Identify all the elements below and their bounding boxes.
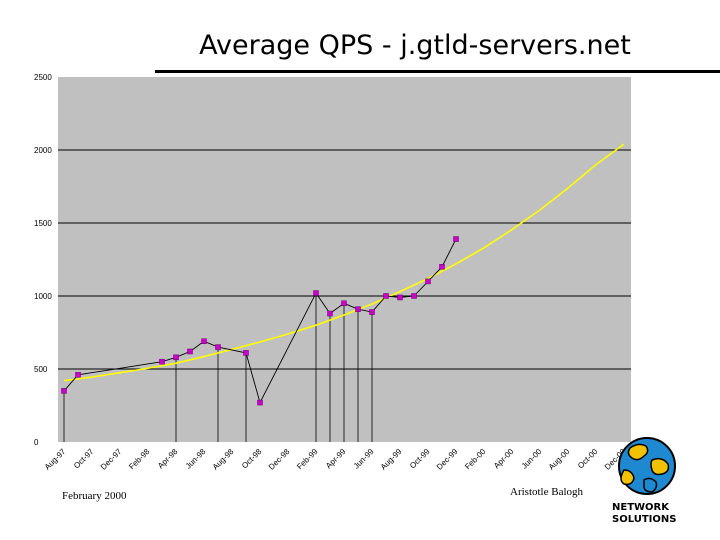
- x-tick-label: Oct-99: [408, 447, 432, 471]
- data-point: [215, 344, 221, 350]
- y-tick-label: 2000: [34, 146, 52, 155]
- x-tick-label: Dec-98: [267, 447, 292, 472]
- x-tick-label: Oct-97: [72, 447, 96, 471]
- y-tick-label: 0: [34, 438, 39, 447]
- logo-text-network: NETWORK: [612, 502, 670, 513]
- data-point: [61, 388, 67, 394]
- x-tick-label: Aug-99: [379, 447, 404, 472]
- data-point: [341, 300, 347, 307]
- plot-area: [58, 77, 631, 442]
- x-tick-label: Aug-98: [211, 447, 236, 472]
- x-tick-label: Jun-99: [352, 447, 376, 471]
- x-tick-label: Dec-97: [99, 447, 124, 472]
- globe-puzzle-icon: [618, 437, 676, 495]
- network-solutions-logo: NETWORK SOLUTIONS: [612, 437, 676, 525]
- data-point: [425, 278, 431, 285]
- x-tick-label: Jun-98: [184, 447, 208, 471]
- data-point: [243, 350, 249, 356]
- data-point: [201, 338, 207, 345]
- x-tick-label: Feb-98: [127, 447, 152, 472]
- data-point: [313, 290, 319, 296]
- x-tick-label: Oct-00: [576, 447, 600, 471]
- x-tick-label: Feb-00: [463, 447, 488, 472]
- data-point: [411, 293, 417, 299]
- y-tick-label: 500: [34, 365, 48, 374]
- trend-line: [63, 143, 625, 382]
- data-point: [187, 348, 193, 355]
- x-tick-label: Feb-99: [295, 447, 320, 472]
- data-point: [159, 358, 165, 365]
- data-point: [257, 399, 263, 406]
- y-tick-label: 1000: [34, 292, 52, 301]
- footer-date: February 2000: [62, 490, 127, 502]
- y-tick-label: 1500: [34, 219, 52, 228]
- title-rule: [155, 70, 720, 73]
- x-tick-label: Apr-00: [492, 447, 516, 471]
- x-tick-label: Apr-99: [324, 447, 348, 471]
- x-tick-label: Aug-97: [43, 447, 68, 472]
- data-point: [439, 264, 445, 270]
- logo-text-solutions: SOLUTIONS: [612, 514, 676, 525]
- data-point: [173, 354, 179, 361]
- x-tick-label: Oct-98: [240, 447, 264, 471]
- data-point: [453, 236, 459, 242]
- footer-author: Aristotle Balogh: [510, 486, 584, 498]
- data-point: [355, 306, 361, 312]
- x-tick-label: Jun-00: [520, 447, 544, 471]
- data-point: [397, 294, 403, 301]
- x-tick-label: Dec-99: [435, 447, 460, 472]
- data-point: [327, 310, 333, 317]
- y-tick-label: 2500: [34, 73, 52, 82]
- data-point: [383, 293, 389, 299]
- x-tick-label: Aug-00: [547, 447, 572, 472]
- slide-title: Average QPS - j.gtld-servers.net: [199, 30, 631, 61]
- data-point: [369, 309, 375, 315]
- data-point: [75, 372, 81, 378]
- x-tick-label: Apr-98: [156, 447, 180, 471]
